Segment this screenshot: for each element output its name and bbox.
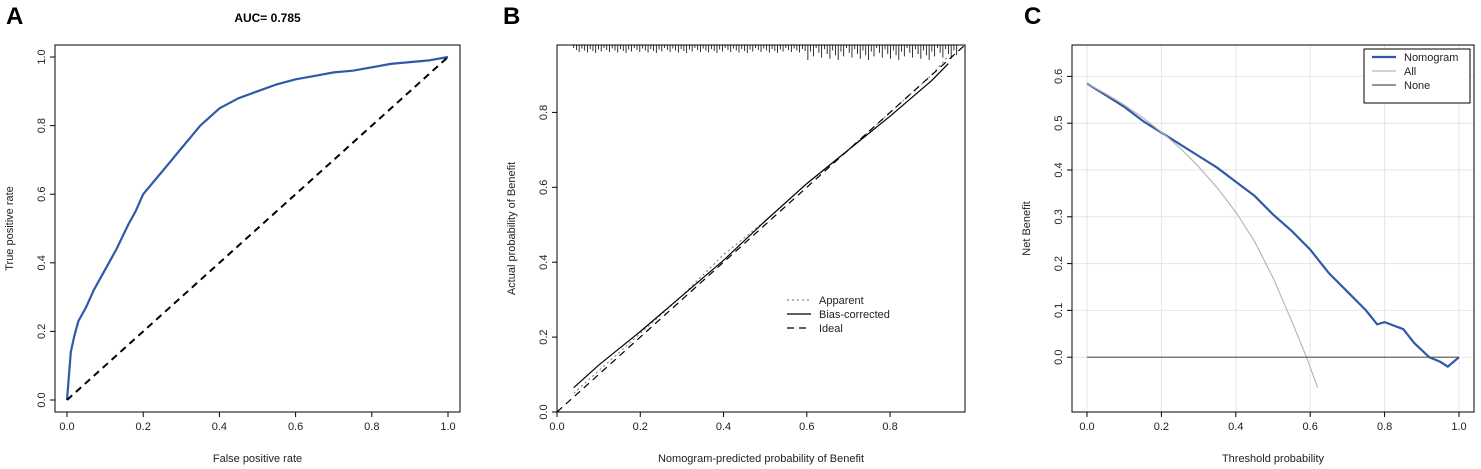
x-tick-label: 0.8 xyxy=(364,421,379,433)
series-line-nomogram xyxy=(1086,82,1460,368)
x-tick-label: 0.0 xyxy=(59,421,74,433)
x-tick-label: 0.4 xyxy=(716,421,731,433)
legend-label: Bias-corrected xyxy=(819,309,890,321)
legend-label: Ideal xyxy=(819,323,843,335)
decision-curve-panel: C 0.0 0.2 0.4 0.6 0.8 1.0 0.0 0.1 0.2 0.3 0.4 0.5 0.6… xyxy=(1021,3,1475,465)
x-tick-label: 0.0 xyxy=(1079,421,1094,433)
x-tick-label: 0.2 xyxy=(1154,421,1169,433)
y-tick-label: 0.1 xyxy=(1053,303,1065,318)
y-tick-label: 0.2 xyxy=(538,329,550,344)
series-line-apparent xyxy=(573,55,949,394)
y-tick-label: 0.0 xyxy=(1053,350,1065,365)
x-tick-label: 0.6 xyxy=(1303,421,1318,433)
chart-title: AUC= 0.785 xyxy=(234,11,301,25)
y-tick-label: 0.3 xyxy=(1053,209,1065,224)
x-tick-label: 0.2 xyxy=(136,421,151,433)
y-tick-label: 0.8 xyxy=(36,118,48,133)
x-axis-label: Threshold probability xyxy=(1222,453,1325,465)
series-line-bias-corrected xyxy=(573,63,949,389)
y-tick-label: 0.6 xyxy=(1053,69,1065,84)
roc-panel: A 0.0 0.2 0.4 0.6 0.8 1.0 0.0 0.2 0.4 0.6 0.8 1.0 Fal… xyxy=(4,3,461,465)
x-tick-label: 0.6 xyxy=(799,421,814,433)
y-tick-label: 0.6 xyxy=(36,187,48,202)
panel-letter: C xyxy=(1024,3,1041,30)
panel-letter: A xyxy=(6,3,23,30)
y-tick-label: 0.0 xyxy=(538,404,550,419)
x-tick-label: 0.8 xyxy=(1377,421,1392,433)
legend-label: Nomogram xyxy=(1404,52,1458,64)
plot-frame xyxy=(54,44,461,413)
y-tick-label: 0.4 xyxy=(538,255,550,270)
x-tick-label: 0.8 xyxy=(882,421,897,433)
x-axis-label: Nomogram-predicted probability of Benefi… xyxy=(658,453,864,465)
legend-label: None xyxy=(1404,80,1430,92)
series-line-ideal xyxy=(556,44,966,413)
plot-frame xyxy=(1071,44,1475,413)
y-tick-label: 0.4 xyxy=(36,255,48,270)
y-axis-label: True positive rate xyxy=(4,186,16,271)
y-tick-label: 1.0 xyxy=(36,49,48,64)
x-tick-label: 0.0 xyxy=(549,421,564,433)
y-tick-label: 0.6 xyxy=(538,180,550,195)
panel-letter: B xyxy=(503,3,520,30)
rug-marks xyxy=(573,45,958,60)
x-tick-label: 1.0 xyxy=(1451,421,1466,433)
x-tick-label: 0.6 xyxy=(288,421,303,433)
y-tick-label: 0.5 xyxy=(1053,116,1065,131)
series-line-all xyxy=(1086,82,1319,388)
y-axis-label: Net Benefit xyxy=(1021,201,1033,255)
y-tick-label: 0.4 xyxy=(1053,162,1065,177)
x-tick-label: 0.2 xyxy=(633,421,648,433)
y-tick-label: 0.2 xyxy=(1053,256,1065,271)
x-axis-label: False positive rate xyxy=(213,453,302,465)
y-tick-label: 0.8 xyxy=(538,105,550,120)
y-axis-label: Actual probability of Benefit xyxy=(506,162,518,295)
calibration-panel: B 0.0 0.2 0.4 0.6 0.8 0.0 0.2 0.4 0.6 0.8 Nomogram-… xyxy=(503,3,966,465)
x-tick-label: 1.0 xyxy=(440,421,455,433)
y-tick-label: 0.2 xyxy=(36,324,48,339)
legend-label: Apparent xyxy=(819,295,864,307)
x-tick-label: 0.4 xyxy=(212,421,227,433)
x-tick-label: 0.4 xyxy=(1228,421,1243,433)
legend-label: All xyxy=(1404,66,1416,78)
series-line-1 xyxy=(66,56,449,401)
series-line-0 xyxy=(65,55,449,401)
y-tick-label: 0.0 xyxy=(36,392,48,407)
